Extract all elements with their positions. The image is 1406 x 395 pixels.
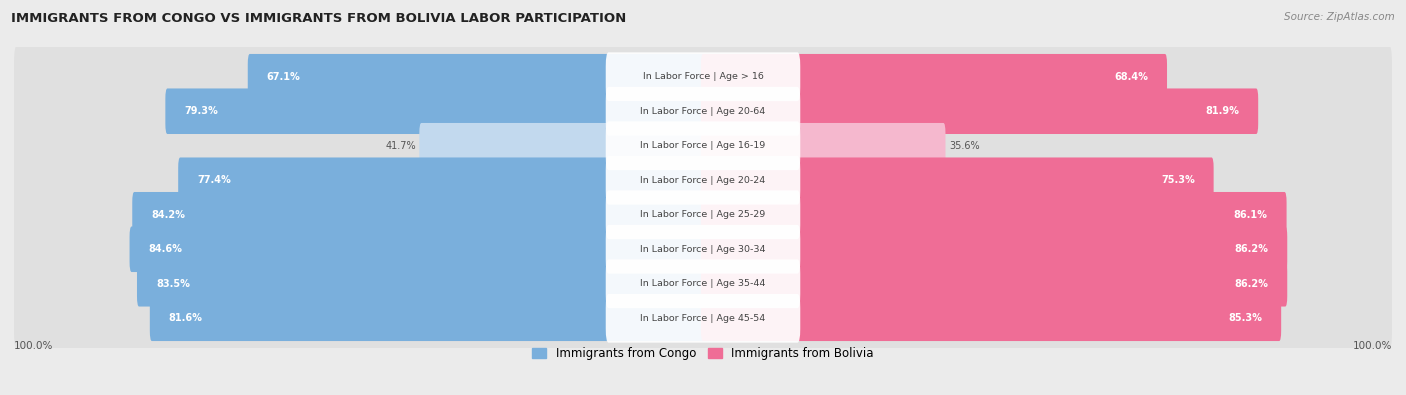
Text: 84.2%: 84.2% [152,210,186,220]
Text: In Labor Force | Age 20-64: In Labor Force | Age 20-64 [640,107,766,116]
FancyBboxPatch shape [606,156,800,205]
FancyBboxPatch shape [14,286,1392,350]
Text: In Labor Force | Age 30-34: In Labor Force | Age 30-34 [640,245,766,254]
FancyBboxPatch shape [150,295,704,341]
Text: In Labor Force | Age 20-24: In Labor Force | Age 20-24 [640,176,766,185]
FancyBboxPatch shape [166,88,704,134]
Text: In Labor Force | Age 16-19: In Labor Force | Age 16-19 [640,141,766,150]
FancyBboxPatch shape [606,260,800,308]
Text: 81.6%: 81.6% [169,313,202,323]
Text: 100.0%: 100.0% [14,341,53,351]
FancyBboxPatch shape [606,53,800,101]
Text: 79.3%: 79.3% [184,106,218,116]
Text: 35.6%: 35.6% [949,141,980,151]
Text: 84.6%: 84.6% [149,244,183,254]
FancyBboxPatch shape [606,87,800,135]
Text: 86.2%: 86.2% [1234,279,1268,289]
FancyBboxPatch shape [702,123,945,169]
Text: In Labor Force | Age > 16: In Labor Force | Age > 16 [643,72,763,81]
Legend: Immigrants from Congo, Immigrants from Bolivia: Immigrants from Congo, Immigrants from B… [531,347,875,360]
Text: 100.0%: 100.0% [1353,341,1392,351]
FancyBboxPatch shape [702,88,1258,134]
FancyBboxPatch shape [132,192,704,237]
FancyBboxPatch shape [419,123,704,169]
FancyBboxPatch shape [14,45,1392,109]
FancyBboxPatch shape [606,121,800,170]
Text: IMMIGRANTS FROM CONGO VS IMMIGRANTS FROM BOLIVIA LABOR PARTICIPATION: IMMIGRANTS FROM CONGO VS IMMIGRANTS FROM… [11,12,627,25]
Text: 86.2%: 86.2% [1234,244,1268,254]
Text: 68.4%: 68.4% [1114,72,1149,82]
FancyBboxPatch shape [702,158,1213,203]
FancyBboxPatch shape [129,226,704,272]
Text: In Labor Force | Age 45-54: In Labor Force | Age 45-54 [640,314,766,323]
Text: 81.9%: 81.9% [1205,106,1239,116]
FancyBboxPatch shape [702,261,1288,307]
Text: 67.1%: 67.1% [267,72,301,82]
FancyBboxPatch shape [702,295,1281,341]
FancyBboxPatch shape [136,261,704,307]
Text: Source: ZipAtlas.com: Source: ZipAtlas.com [1284,12,1395,22]
FancyBboxPatch shape [14,218,1392,281]
Text: In Labor Force | Age 25-29: In Labor Force | Age 25-29 [640,210,766,219]
FancyBboxPatch shape [702,54,1167,100]
Text: 85.3%: 85.3% [1229,313,1263,323]
FancyBboxPatch shape [702,192,1286,237]
Text: 83.5%: 83.5% [156,279,190,289]
FancyBboxPatch shape [606,225,800,274]
FancyBboxPatch shape [247,54,704,100]
FancyBboxPatch shape [14,79,1392,143]
FancyBboxPatch shape [14,149,1392,212]
FancyBboxPatch shape [14,252,1392,316]
Text: 41.7%: 41.7% [385,141,416,151]
FancyBboxPatch shape [14,114,1392,177]
FancyBboxPatch shape [14,183,1392,246]
FancyBboxPatch shape [702,226,1288,272]
FancyBboxPatch shape [606,294,800,342]
FancyBboxPatch shape [179,158,704,203]
FancyBboxPatch shape [606,190,800,239]
Text: 77.4%: 77.4% [197,175,231,185]
Text: In Labor Force | Age 35-44: In Labor Force | Age 35-44 [640,279,766,288]
Text: 75.3%: 75.3% [1161,175,1195,185]
Text: 86.1%: 86.1% [1234,210,1268,220]
